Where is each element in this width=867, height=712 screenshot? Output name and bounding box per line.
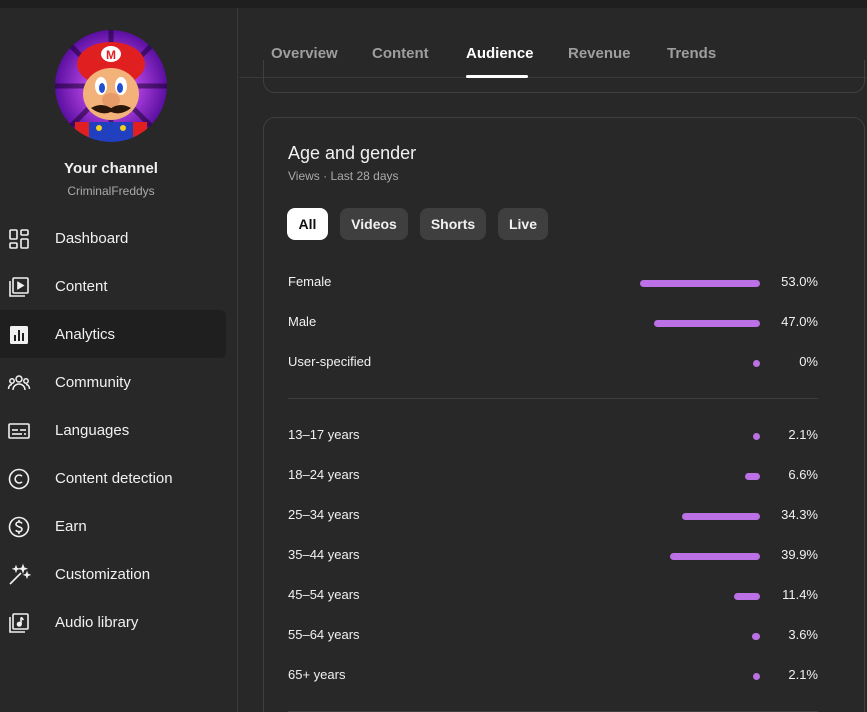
content-icon <box>7 275 31 299</box>
analytics-tabs: Overview Content Audience Revenue Trends <box>239 8 867 78</box>
channel-handle: CriminalFreddys <box>67 184 155 198</box>
active-tab-indicator <box>466 75 528 78</box>
row-label: Female <box>288 274 332 289</box>
row-value: 2.1% <box>788 667 818 682</box>
bar-row: 55–64 years 3.6% <box>288 627 818 647</box>
bar-row: 45–54 years 11.4% <box>288 587 818 607</box>
row-label: Male <box>288 314 317 329</box>
sidebar-nav: Dashboard Content Analytics Community <box>0 214 238 646</box>
sidebar-item-languages[interactable]: Languages <box>0 406 226 454</box>
row-label: User-specified <box>288 354 372 369</box>
magic-wand-icon <box>7 563 32 587</box>
sidebar-item-content[interactable]: Content <box>0 262 226 310</box>
row-value: 3.6% <box>788 627 818 642</box>
sidebar-item-label: Content detection <box>55 470 173 487</box>
row-value: 6.6% <box>788 467 818 482</box>
tab-revenue[interactable]: Revenue <box>568 45 631 62</box>
dashboard-icon <box>7 227 31 251</box>
bar-mark <box>653 320 760 327</box>
card-subtitle: Views · Last 28 days <box>288 169 399 183</box>
sidebar-item-customization[interactable]: Customization <box>0 550 226 598</box>
row-label: 35–44 years <box>288 547 360 562</box>
bar-row: Female 53.0% <box>288 274 818 294</box>
row-label: 55–64 years <box>288 627 360 642</box>
age-gender-card: Age and gender Views · Last 28 days All … <box>263 117 865 712</box>
bar-row: 18–24 years 6.6% <box>288 467 818 487</box>
bar-mark <box>640 280 760 287</box>
bar-mark <box>734 593 760 600</box>
row-label: 45–54 years <box>288 587 360 602</box>
chip-videos[interactable]: Videos <box>340 208 408 240</box>
sidebar-item-analytics[interactable]: Analytics <box>0 310 226 358</box>
community-icon <box>7 371 31 395</box>
sidebar-item-label: Analytics <box>55 326 116 343</box>
tab-overview[interactable]: Overview <box>271 45 338 62</box>
sidebar-item-label: Dashboard <box>55 230 129 247</box>
tab-content[interactable]: Content <box>372 45 429 62</box>
bar-mark <box>682 513 760 520</box>
row-value: 34.3% <box>781 507 818 522</box>
bar-mark <box>669 553 760 560</box>
channel-title: Your channel <box>64 160 158 177</box>
bar-row: 65+ years 2.1% <box>288 667 818 687</box>
sidebar-item-community[interactable]: Community <box>0 358 226 406</box>
audio-library-icon <box>7 611 31 635</box>
sidebar-item-label: Languages <box>55 422 130 439</box>
bar-mark <box>751 633 760 640</box>
previous-card-edge <box>263 60 865 93</box>
bar-mark <box>745 473 760 480</box>
sidebar-item-label: Earn <box>55 518 87 535</box>
card-title: Age and gender <box>288 143 417 163</box>
row-label: 25–34 years <box>288 507 360 522</box>
bar-mark <box>753 433 760 440</box>
sidebar-item-audio-library[interactable]: Audio library <box>0 598 226 646</box>
row-value: 11.4% <box>782 587 818 602</box>
svg-text:M: M <box>106 48 116 62</box>
dollar-icon <box>7 515 31 539</box>
row-value: 0% <box>799 354 818 369</box>
sidebar-item-dashboard[interactable]: Dashboard <box>0 214 226 262</box>
tab-audience[interactable]: Audience <box>466 45 534 62</box>
sidebar-item-label: Customization <box>55 566 151 583</box>
row-label: 18–24 years <box>288 467 360 482</box>
bar-row: 25–34 years 34.3% <box>288 507 818 527</box>
row-value: 53.0% <box>781 274 818 289</box>
bar-row: Male 47.0% <box>288 314 818 334</box>
chip-all[interactable]: All <box>287 208 328 240</box>
bar-row: 13–17 years 2.1% <box>288 427 818 447</box>
bar-row: 35–44 years 39.9% <box>288 547 818 567</box>
sidebar: M Your channel CriminalFreddys <box>0 8 238 712</box>
tab-trends[interactable]: Trends <box>667 45 717 62</box>
sidebar-item-label: Community <box>55 374 131 391</box>
row-label: 65+ years <box>288 667 346 682</box>
sidebar-item-earn[interactable]: Earn <box>0 502 226 550</box>
sidebar-item-content-detection[interactable]: Content detection <box>0 454 226 502</box>
row-value: 39.9% <box>781 547 818 562</box>
chip-shorts[interactable]: Shorts <box>420 208 486 240</box>
sidebar-item-label: Audio library <box>55 614 139 631</box>
bar-mark <box>753 360 760 367</box>
languages-icon <box>7 419 31 443</box>
row-value: 2.1% <box>788 427 818 442</box>
bar-mark <box>753 673 760 680</box>
channel-avatar[interactable]: M <box>55 30 167 142</box>
section-divider <box>288 398 818 399</box>
top-strip <box>0 0 867 8</box>
copyright-icon <box>7 467 31 491</box>
sidebar-item-label: Content <box>55 278 108 295</box>
analytics-icon <box>7 323 31 347</box>
chip-live[interactable]: Live <box>498 208 548 240</box>
row-value: 47.0% <box>781 314 818 329</box>
bar-row: User-specified 0% <box>288 354 818 374</box>
row-label: 13–17 years <box>288 427 360 442</box>
